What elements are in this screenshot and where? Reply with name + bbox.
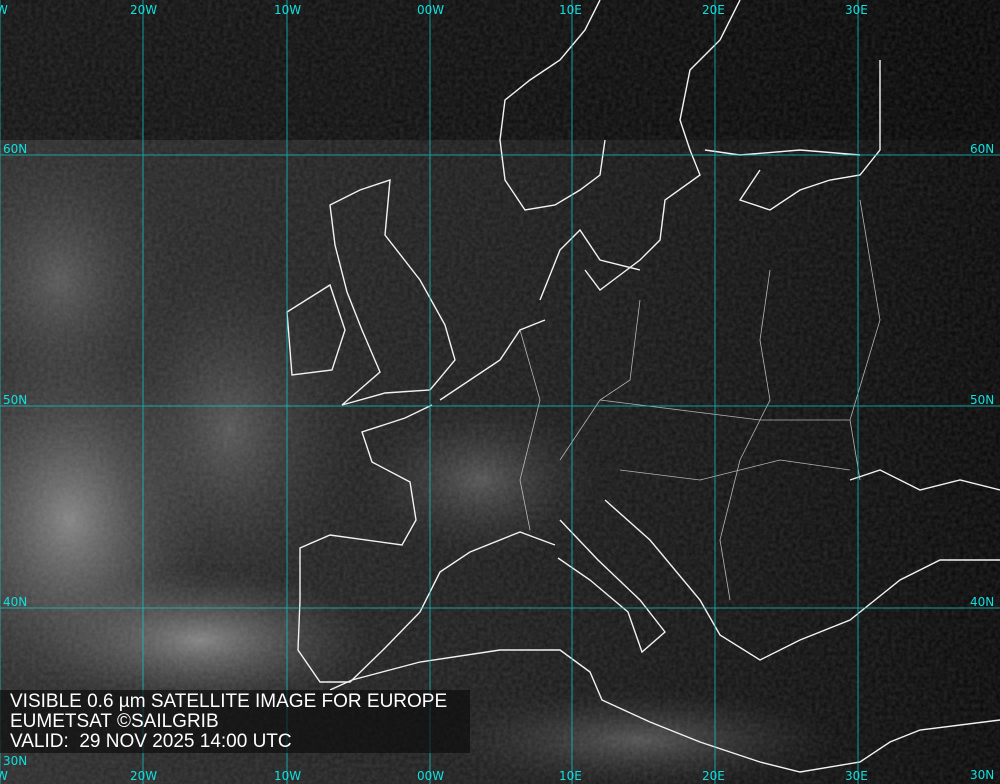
longitude-label-top: 20E <box>702 3 725 17</box>
caption-box <box>0 690 470 753</box>
longitude-label-bottom: 10W <box>274 769 302 783</box>
longitude-label-bottom: 10E <box>559 769 582 783</box>
longitude-label-bottom: 30E <box>845 769 868 783</box>
latitude-label-left: 60N <box>3 142 28 156</box>
longitude-label-top: 10W <box>274 3 302 17</box>
latitude-label-right: 60N <box>970 142 995 156</box>
coastlines <box>286 0 1000 773</box>
longitude-label-top: 10E <box>559 3 582 17</box>
borders <box>519 199 881 601</box>
caption-title: VISIBLE 0.6 µm SATELLITE IMAGE FOR EUROP… <box>10 691 448 712</box>
caption-valid-time: VALID: 29 NOV 2025 14:00 UTC <box>10 731 292 752</box>
longitude-label-bottom: 00W <box>417 769 445 783</box>
longitude-label-top: 00W <box>417 3 445 17</box>
latitude-label-right: 30N <box>970 768 995 782</box>
caption-source: EUMETSAT ©SAILGRIB <box>10 711 219 732</box>
latitude-label-left: 30N <box>3 754 28 768</box>
longitude-label-top: W <box>0 3 8 17</box>
longitude-label-top: 20W <box>130 3 158 17</box>
longitude-label-bottom: 20W <box>130 769 158 783</box>
longitude-label-bottom: 20E <box>702 769 725 783</box>
latitude-label-right: 50N <box>970 393 995 407</box>
latitude-label-left: 40N <box>3 595 28 609</box>
latitude-label-left: 50N <box>3 393 28 407</box>
longitude-label-bottom: W <box>0 769 8 783</box>
latitude-label-right: 40N <box>970 595 995 609</box>
longitude-label-top: 30E <box>845 3 868 17</box>
